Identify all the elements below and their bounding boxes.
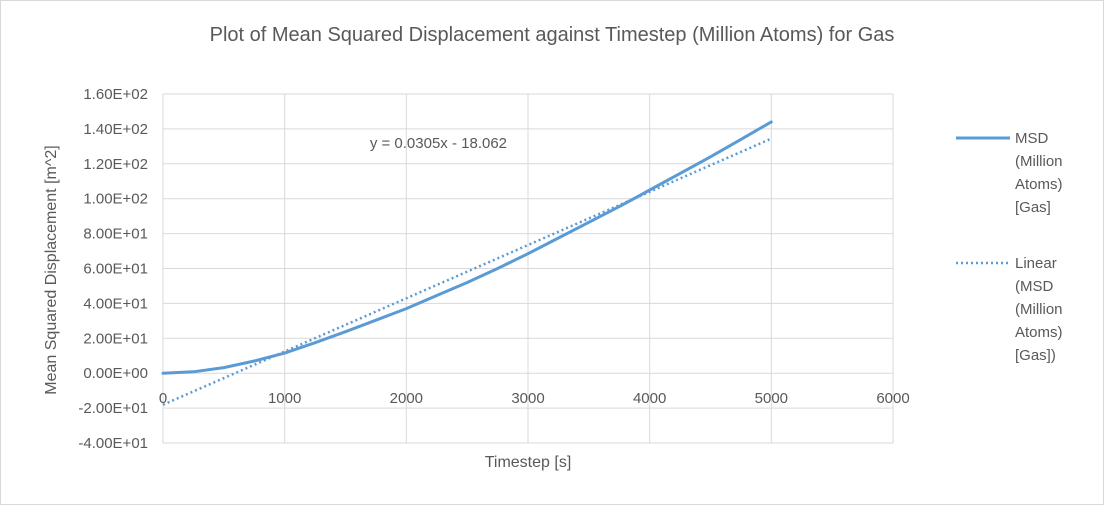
series-line-msd — [161, 120, 773, 375]
legend-label: Linear — [1015, 255, 1057, 272]
y-tick-label: 4.00E+01 — [83, 295, 148, 312]
y-tick-label: 0.00E+00 — [83, 365, 148, 382]
x-tick-label: 6000 — [876, 390, 909, 407]
trendline-equation: y = 0.0305x - 18.062 — [370, 135, 507, 152]
x-tick-label: 0 — [159, 390, 167, 407]
trendline — [162, 137, 772, 406]
x-tick-label: 4000 — [633, 390, 666, 407]
legend-label: Atoms) — [1015, 176, 1063, 193]
legend-label: (Million — [1015, 153, 1063, 170]
legend-label: MSD — [1015, 130, 1049, 147]
y-tick-label: 1.60E+02 — [83, 86, 148, 103]
annotations: y = 0.0305x - 18.062 — [370, 135, 507, 152]
gridlines — [162, 93, 894, 444]
legend-label: (Million — [1015, 301, 1063, 318]
x-tick-label: 5000 — [755, 390, 788, 407]
x-tick-label: 1000 — [268, 390, 301, 407]
x-tick-label: 3000 — [511, 390, 544, 407]
y-tick-label: 1.40E+02 — [83, 121, 148, 138]
y-axis-ticks: -4.00E+01 -2.00E+01 0.00E+00 2.00E+01 4.00E+… — [78, 86, 148, 452]
y-tick-label: 8.00E+01 — [83, 226, 148, 243]
y-tick-label: 1.20E+02 — [83, 156, 148, 173]
y-axis-title: Mean Squared Displacement [m^2] — [43, 145, 60, 394]
legend-label: [Gas] — [1015, 199, 1051, 216]
y-tick-label: -2.00E+01 — [78, 400, 148, 417]
y-tick-label: 6.00E+01 — [83, 261, 148, 278]
y-tick-label: 1.00E+02 — [83, 191, 148, 208]
legend-label: (MSD — [1015, 278, 1053, 295]
legend-label: Atoms) — [1015, 324, 1063, 341]
x-axis-ticks: 0 1000 2000 3000 4000 5000 6000 — [159, 390, 910, 407]
y-tick-label: 2.00E+01 — [83, 330, 148, 347]
legend-label: [Gas]) — [1015, 347, 1056, 364]
chart-title: Plot of Mean Squared Displacement agains… — [210, 24, 895, 46]
x-tick-label: 2000 — [390, 390, 423, 407]
plot-series — [161, 120, 773, 406]
y-tick-label: -4.00E+01 — [78, 435, 148, 452]
legend: MSD (Million Atoms) [Gas] Linear (MSD (Million… — [956, 130, 1063, 364]
x-axis-title: Timestep [s] — [485, 454, 572, 471]
